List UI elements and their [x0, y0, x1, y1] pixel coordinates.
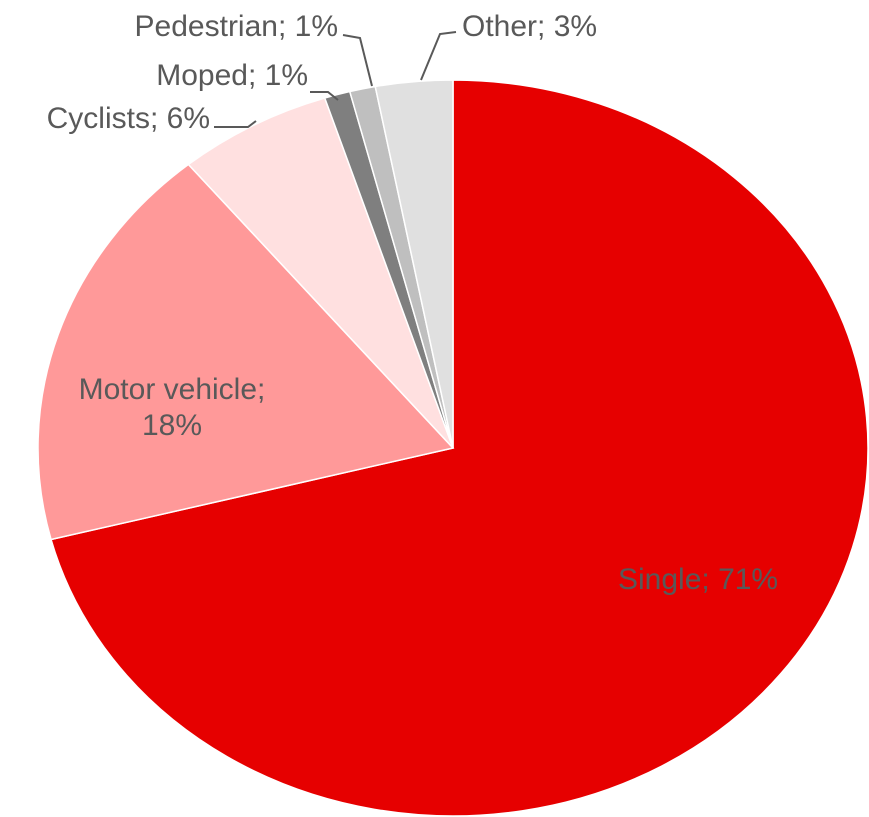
leader-lines [214, 31, 457, 128]
pie-slice [50, 79, 869, 817]
leader-line [310, 91, 339, 101]
pie-slice [37, 163, 455, 541]
data-label: Other; 3% [462, 10, 598, 43]
leader-line [214, 120, 257, 128]
data-label: Cyclists; 6% [46, 102, 210, 135]
data-label: Moped; 1% [156, 59, 308, 92]
data-label: Motor vehicle; 18% [78, 373, 266, 442]
data-label: Pedestrian; 1% [134, 10, 338, 43]
leader-line [420, 31, 457, 81]
pie-slice [374, 79, 454, 449]
data-label: Single; 71% [618, 563, 779, 596]
leader-line [342, 34, 373, 87]
pie-slice [187, 97, 454, 449]
slices [37, 79, 869, 817]
